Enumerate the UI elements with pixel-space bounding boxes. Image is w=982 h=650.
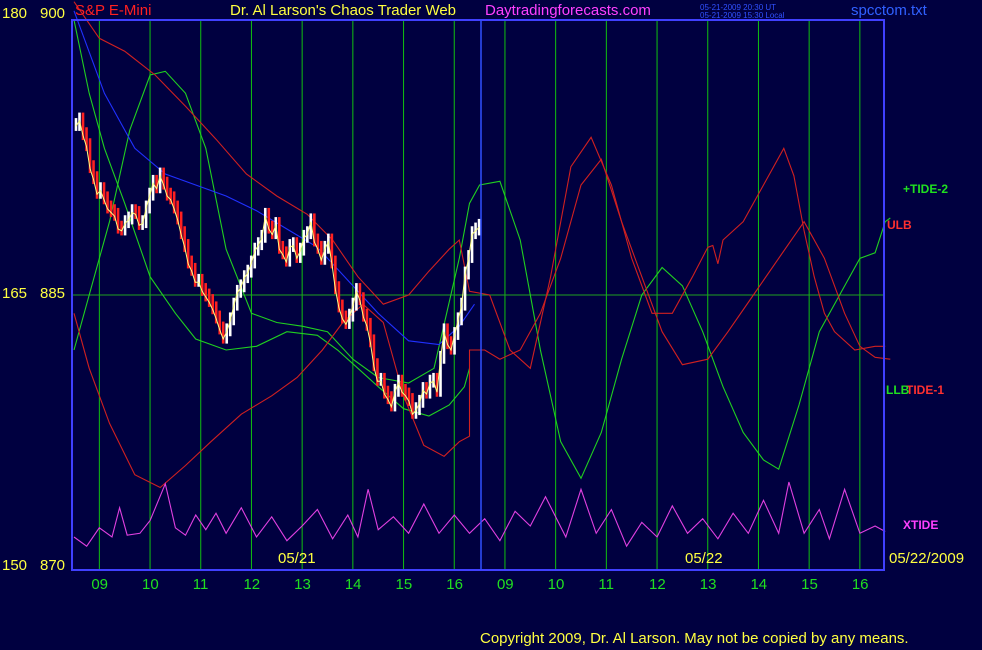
website-label: Daytradingforecasts.com [485,2,651,19]
x-hour-labels: 09 10 11 12 13 14 15 16 09 10 11 12 13 14 15 16 [91,576,868,593]
x-hour-tick-label: 14 [345,576,362,593]
x-hour-tick-label: 10 [142,576,159,593]
series-label-ulb: ULB [887,218,912,232]
x-hour-tick-label: 16 [446,576,463,593]
y-inner-tick-top: 900 [40,5,65,22]
series-line-tide-2 [73,70,891,480]
date-label-full: 05/22/2009 [889,550,964,567]
series-layer [73,1,891,548]
x-hour-tick-label: 09 [91,576,108,593]
y-inner-tick-bottom: 870 [40,557,65,574]
y-outer-tick-mid: 165 [2,285,27,302]
plot-frame [71,19,885,571]
copyright-notice: Copyright 2009, Dr. Al Larson. May not b… [480,630,909,647]
timestamp-ut: 05-21-2009 20:30 UT [700,3,777,12]
series-line-ulb [73,1,886,370]
series-label-llb: LLB [886,383,910,397]
x-hour-tick-label: 13 [294,576,311,593]
x-hour-tick-label: 16 [852,576,869,593]
instrument-name: S&P E-Mini [75,2,152,19]
x-hour-tick-label: 09 [497,576,514,593]
series-label-tide2: +TIDE-2 [903,182,948,196]
y-inner-tick-mid: 885 [40,285,65,302]
chart-title: Dr. Al Larson's Chaos Trader Web [230,2,457,19]
series-label-tide1: TIDE-1 [906,383,944,397]
series-line-blue-average [73,10,475,346]
price-bars-layer [74,112,481,419]
x-hour-tick-label: 15 [396,576,413,593]
x-hour-tick-label: 10 [548,576,565,593]
x-hour-tick-label: 12 [649,576,666,593]
series-label-xtide: XTIDE [903,518,938,532]
x-hour-tick-label: 14 [750,576,767,593]
x-hour-tick-label: 13 [700,576,717,593]
timestamp-local: 05-21-2009 15:30 Local [700,11,785,20]
data-filename: spcctom.txt [851,2,927,19]
series-line-xtide [73,481,886,548]
x-hour-tick-label: 15 [801,576,818,593]
x-hour-tick-label: 12 [243,576,260,593]
yellow-average-line [75,119,480,416]
x-hour-tick-label: 11 [598,576,614,593]
series-line-tide-2-lower-envelope [73,19,471,417]
y-outer-tick-top: 180 [2,5,27,22]
y-outer-tick-bottom: 150 [2,557,27,574]
date-label-0521: 05/21 [278,550,316,567]
x-hour-tick-label: 11 [193,576,209,593]
date-label-0522: 05/22 [685,550,723,567]
series-line-tide-1 [73,158,891,489]
